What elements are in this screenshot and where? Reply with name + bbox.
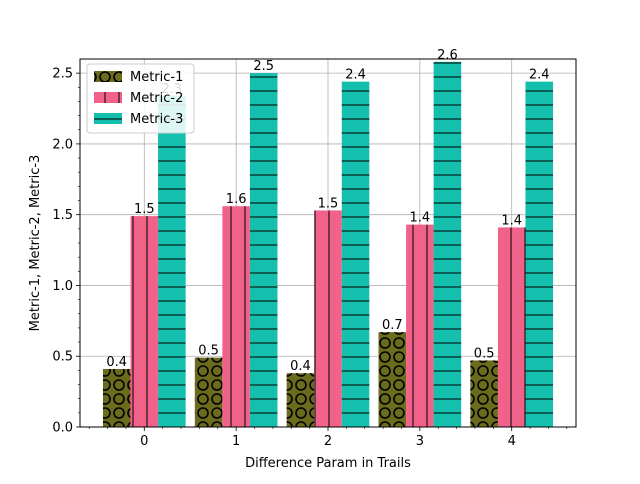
data-label: 1.4 [410, 211, 431, 226]
data-label: 1.5 [134, 202, 155, 217]
bar-hatch [194, 357, 223, 427]
x-tick-label: 2 [324, 434, 332, 449]
x-axis-label: Difference Param in Trails [245, 456, 411, 471]
y-tick-label: 1.0 [52, 279, 73, 294]
bar-hatch [497, 227, 526, 427]
bar-hatch [158, 95, 186, 428]
bar-hatch [102, 368, 131, 427]
data-label: 0.7 [382, 318, 403, 333]
y-tick-label: 0.0 [52, 421, 73, 436]
bar-hatch [249, 73, 278, 428]
data-label: 1.6 [226, 192, 247, 207]
data-label: 2.4 [529, 68, 550, 83]
bars-layer [102, 61, 554, 428]
bar-hatch [525, 81, 554, 428]
x-tick-label: 1 [232, 434, 240, 449]
x-tick-label: 4 [508, 434, 516, 449]
data-label: 0.5 [198, 344, 219, 359]
legend-label: Metric-3 [130, 112, 183, 127]
bar-hatch [433, 61, 462, 427]
legend-swatch-hatch [94, 71, 122, 82]
y-tick-label: 1.5 [52, 208, 73, 223]
x-tick-label: 0 [140, 434, 148, 449]
bar-hatch [470, 360, 498, 427]
bar-hatch [222, 206, 250, 427]
data-label: 2.4 [345, 68, 366, 83]
legend: Metric-1 Metric-2 Metric-3 [86, 63, 195, 134]
bar-hatch [406, 224, 434, 427]
x-tick-label: 3 [416, 434, 424, 449]
legend-label: Metric-1 [130, 70, 183, 85]
y-tick-label: 2.0 [52, 137, 73, 152]
legend-swatch-hatch [94, 92, 122, 103]
y-tick-label: 0.5 [52, 350, 73, 365]
bar-hatch [314, 210, 342, 427]
y-tick-label: 2.5 [52, 67, 73, 82]
data-label: 0.4 [106, 355, 127, 370]
data-label: 1.4 [501, 213, 522, 228]
data-label: 1.5 [318, 196, 339, 211]
data-label: 2.6 [437, 48, 458, 63]
bar-hatch [286, 373, 315, 427]
data-label: 0.4 [290, 359, 311, 374]
data-label: 2.5 [253, 59, 274, 74]
bar-hatch [341, 81, 370, 428]
data-label: 0.5 [474, 346, 495, 361]
legend-label: Metric-2 [130, 91, 183, 106]
bar-hatch [378, 332, 407, 427]
bar-hatch [130, 216, 159, 427]
axes-layer: 0.0 0.5 1.0 1.5 2.0 2.5 0 1 2 3 4 [52, 67, 568, 449]
legend-swatch-hatch [94, 113, 122, 124]
y-axis-label: Metric-1, Metric-2, Metric-3 [28, 155, 43, 332]
